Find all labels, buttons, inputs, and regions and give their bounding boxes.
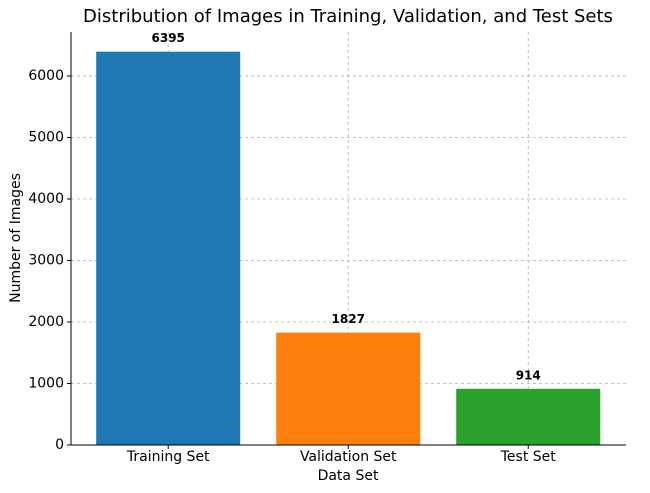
y-tick-label: 1000 [28,375,64,391]
data-label: 1827 [332,312,365,326]
y-tick-label: 5000 [28,129,64,145]
y-tick-label: 0 [55,437,64,453]
y-axis-label: Number of Images [8,173,24,303]
data-label: 914 [516,368,541,382]
y-tick-label: 3000 [28,252,64,268]
data-label: 6395 [152,31,185,45]
bar [276,332,421,445]
x-tick-label: Training Set [126,449,210,465]
x-axis-label: Data Set [318,468,379,484]
chart-title: Distribution of Images in Training, Vali… [83,6,613,27]
y-tick-label: 6000 [28,68,64,84]
bar [96,51,241,446]
x-tick-label: Validation Set [300,449,397,465]
bar [456,388,601,445]
x-tick-label: Test Set [500,449,557,465]
y-tick-label: 2000 [28,314,64,330]
y-tick-label: 4000 [28,191,64,207]
